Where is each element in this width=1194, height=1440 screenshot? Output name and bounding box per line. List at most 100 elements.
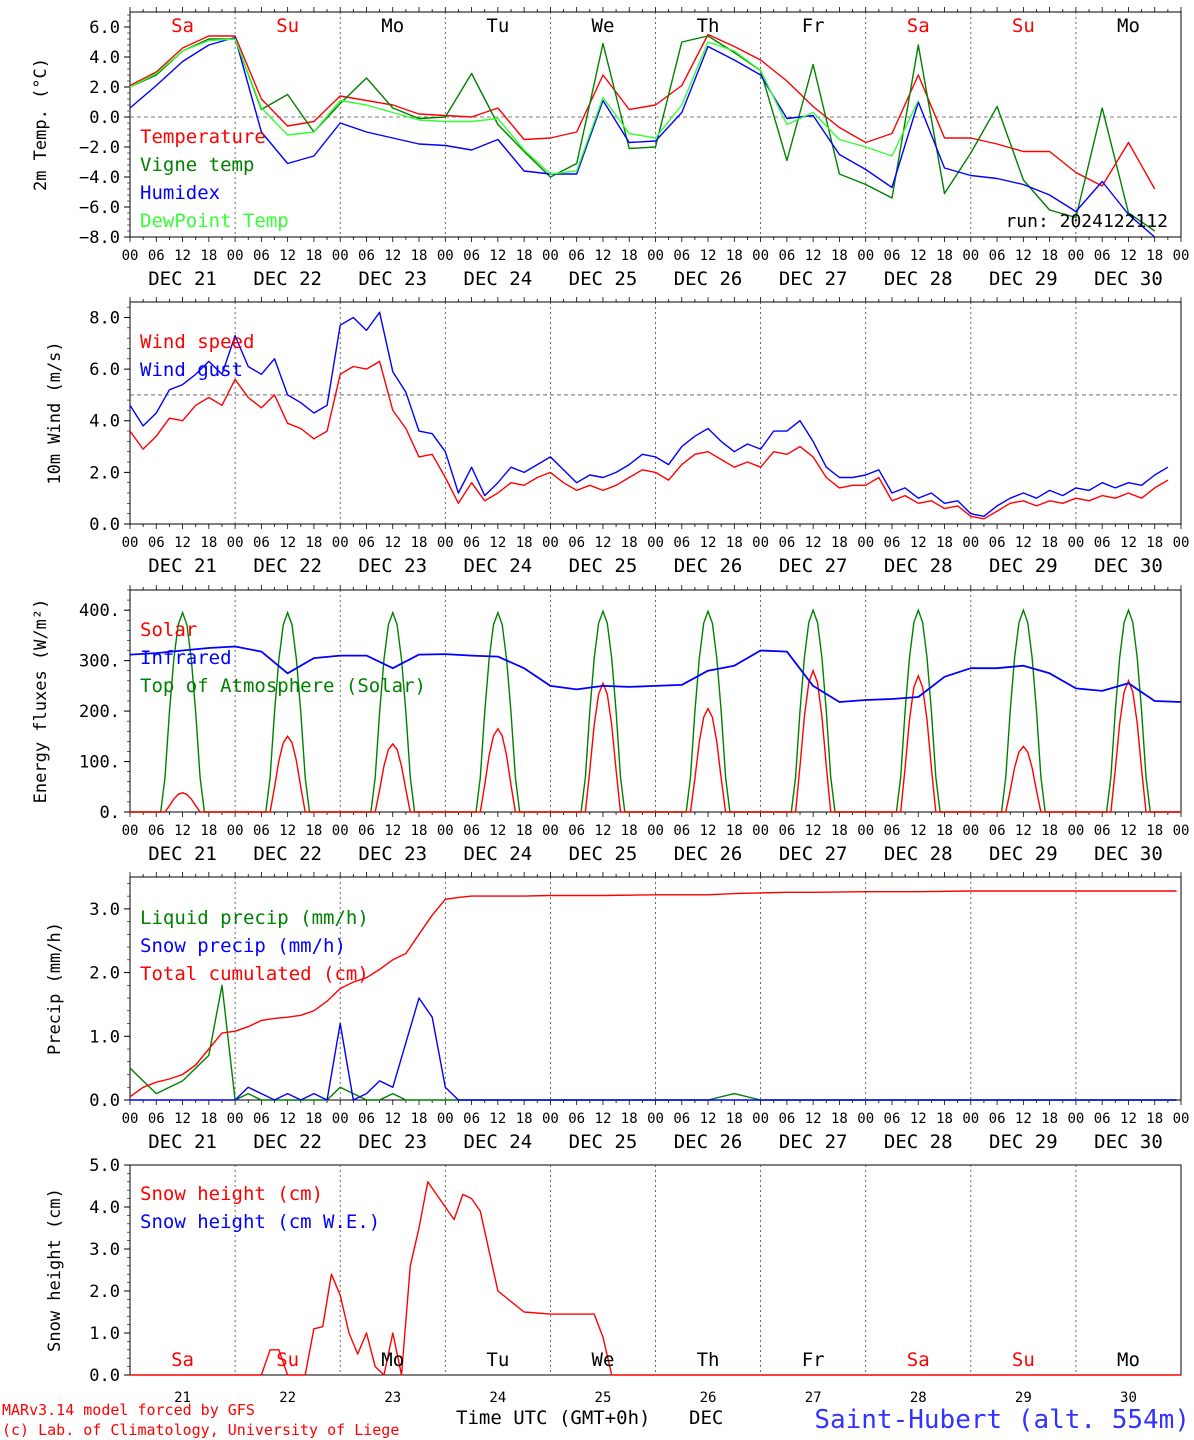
hour-label: 12: [174, 1111, 191, 1127]
hour-label: 18: [936, 1111, 953, 1127]
hour-label: 00: [332, 823, 349, 839]
hour-label: 06: [253, 535, 270, 551]
date-label: DEC 29: [989, 268, 1058, 290]
hour-label: 18: [200, 823, 217, 839]
y-tick-label: −4.0: [79, 168, 120, 188]
y-tick-label: 400.: [79, 601, 120, 621]
hour-label: 00: [1173, 248, 1190, 264]
date-label: DEC 27: [779, 1131, 848, 1153]
date-label: DEC 23: [358, 555, 427, 577]
hour-label: 06: [673, 823, 690, 839]
hour-label: 12: [1120, 1111, 1137, 1127]
date-label: DEC 21: [148, 555, 217, 577]
hour-label: 18: [936, 823, 953, 839]
hour-label: 06: [253, 248, 270, 264]
hour-label: 00: [122, 1111, 139, 1127]
hour-label: 12: [1120, 823, 1137, 839]
weekday-label-top: Tu: [486, 15, 509, 37]
hour-label: 12: [174, 823, 191, 839]
hour-label: 06: [884, 823, 901, 839]
y-tick-label: 4.0: [89, 412, 120, 432]
hour-label: 00: [857, 823, 874, 839]
series-dewpoint-temp: [129, 38, 919, 175]
legend-entry: Snow precip (mm/h): [140, 935, 346, 957]
hour-label: 12: [279, 535, 296, 551]
date-label: DEC 25: [569, 555, 638, 577]
weekday-label-top: We: [592, 15, 615, 37]
weekday-label-bottom: Mo: [1117, 1349, 1140, 1371]
hour-label: 06: [568, 248, 585, 264]
legend-entry: Liquid precip (mm/h): [140, 907, 369, 929]
date-label: DEC 23: [358, 268, 427, 290]
hour-label: 18: [621, 823, 638, 839]
legend-entry: Solar: [140, 619, 197, 641]
weekday-label-bottom: Mo: [381, 1349, 404, 1371]
panel-4: 3.0 2.0 1.0 0.0 Precip (mm/h) Liquid precip (…: [45, 872, 1189, 1153]
hour-label: 00: [437, 823, 454, 839]
hour-label: 00: [752, 535, 769, 551]
hour-label: 06: [463, 823, 480, 839]
hour-label: 00: [857, 1111, 874, 1127]
hour-label: 00: [857, 535, 874, 551]
hour-label: 12: [910, 823, 927, 839]
hour-label: 12: [489, 823, 506, 839]
hour-label: 00: [227, 535, 244, 551]
hour-label: 00: [962, 823, 979, 839]
hour-label: 06: [253, 823, 270, 839]
day-number: 26: [700, 1390, 717, 1406]
legend-entry: Temperature: [140, 126, 266, 148]
y-tick-label: 1.0: [89, 1027, 120, 1047]
hour-label: 12: [910, 248, 927, 264]
series-snow-precip-mm-h-: [130, 997, 1177, 1101]
hour-label: 06: [148, 1111, 165, 1127]
hour-label: 06: [1094, 535, 1111, 551]
panel-5: 5.0 4.0 3.0 2.0 1.0 0.0 Snow height (cm) Snow h…: [45, 1156, 1182, 1386]
weekday-label-top: Sa: [907, 15, 930, 37]
hour-label: 00: [1067, 823, 1084, 839]
hour-label: 18: [936, 248, 953, 264]
hour-label: 06: [778, 823, 795, 839]
hour-label: 00: [122, 248, 139, 264]
y-tick-label: 3.0: [89, 1240, 120, 1260]
weekday-label-top: Su: [276, 15, 299, 37]
date-label: DEC 26: [674, 1131, 743, 1153]
date-label: DEC 26: [674, 555, 743, 577]
weekday-label-top: Mo: [1117, 15, 1140, 37]
weekday-label-top: Mo: [381, 15, 404, 37]
footer-copyright: (c) Lab. of Climatology, University of L…: [2, 1421, 399, 1439]
date-label: DEC 24: [464, 555, 533, 577]
y-tick-label: 5.0: [89, 1156, 120, 1176]
hour-label: 12: [384, 535, 401, 551]
hour-label: 18: [831, 535, 848, 551]
hour-label: 06: [778, 248, 795, 264]
hour-label: 00: [752, 1111, 769, 1127]
weekday-label-bottom: Th: [697, 1349, 720, 1371]
day-number: 30: [1120, 1390, 1137, 1406]
hour-label: 06: [253, 1111, 270, 1127]
y-tick-label: 0.0: [89, 515, 120, 535]
hour-label: 06: [884, 248, 901, 264]
date-label: DEC 22: [253, 1131, 322, 1153]
hour-label: 06: [778, 1111, 795, 1127]
y-tick-label: 0.: [100, 803, 120, 823]
hour-label: 18: [831, 1111, 848, 1127]
hour-label: 12: [805, 535, 822, 551]
day-number: 23: [384, 1390, 401, 1406]
hour-label: 18: [1041, 823, 1058, 839]
hour-label: 18: [411, 1111, 428, 1127]
hour-label: 18: [1041, 535, 1058, 551]
hour-label: 18: [621, 248, 638, 264]
date-label: DEC 24: [464, 843, 533, 865]
hour-label: 06: [673, 248, 690, 264]
hour-label: 06: [884, 1111, 901, 1127]
date-label: DEC 22: [253, 843, 322, 865]
hour-label: 12: [279, 248, 296, 264]
hour-label: 12: [805, 823, 822, 839]
hour-label: 18: [516, 535, 533, 551]
hour-label: 12: [1015, 248, 1032, 264]
series-infrared: [129, 645, 1182, 703]
hour-label: 00: [1067, 535, 1084, 551]
hour-label: 00: [1067, 1111, 1084, 1127]
hour-label: 18: [1041, 248, 1058, 264]
hour-label: 12: [595, 535, 612, 551]
